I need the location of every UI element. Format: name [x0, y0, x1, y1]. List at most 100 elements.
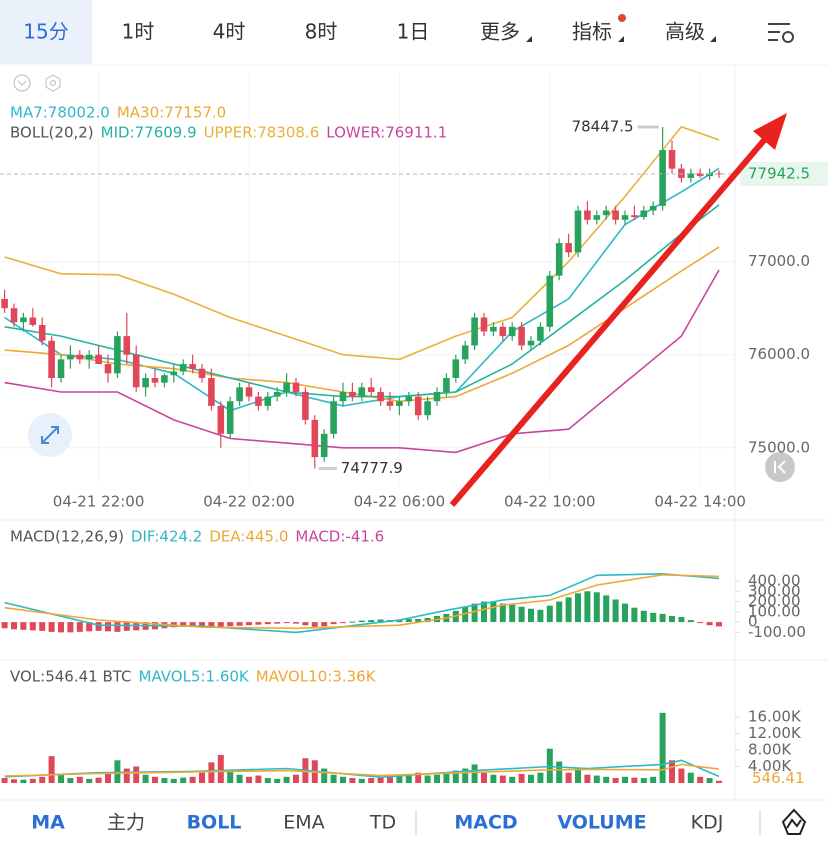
legend-entry: MACD(12,26,9) [10, 528, 124, 546]
bar [556, 761, 563, 783]
bar [1, 622, 8, 629]
bar [340, 776, 346, 783]
bar [396, 775, 403, 783]
y-tick-label: 100.00 [748, 602, 801, 620]
bar [133, 766, 140, 783]
bar [349, 778, 356, 783]
tab[interactable]: 更多 [480, 20, 520, 44]
bar [255, 622, 262, 625]
indicator-tab[interactable]: KDJ [691, 812, 724, 834]
indicator-tab[interactable]: BOLL [187, 812, 242, 834]
bar [227, 622, 234, 627]
bar [86, 622, 93, 632]
bar [593, 592, 600, 623]
indicator-line [4, 763, 720, 777]
tab[interactable]: 指标 [572, 20, 612, 44]
indicator-line [4, 572, 720, 634]
tab[interactable]: 1时 [122, 20, 155, 44]
tab[interactable]: 4时 [213, 20, 246, 44]
bar [48, 756, 55, 783]
tab[interactable]: 1日 [397, 20, 430, 44]
bar [58, 774, 64, 783]
draw-tool-icon[interactable] [781, 808, 807, 835]
settings-icon[interactable] [45, 74, 61, 92]
bar [321, 768, 328, 783]
bar [584, 774, 591, 783]
bar [311, 622, 318, 627]
y-tick-label: 12.00K [748, 724, 802, 742]
candle-body [226, 401, 234, 434]
indicator-tab[interactable]: TD [369, 812, 396, 834]
candle-body [499, 326, 507, 337]
bar [67, 622, 74, 633]
candle-body [424, 401, 431, 416]
bar [180, 777, 187, 783]
indicator-tab[interactable]: VOLUME [557, 812, 646, 834]
bar [11, 779, 17, 783]
indicator-tab[interactable]: MA [31, 812, 65, 834]
bar [612, 599, 619, 623]
settings-icon[interactable] [768, 23, 794, 43]
candle-body [255, 396, 262, 406]
bar [556, 601, 563, 623]
bar [20, 622, 27, 630]
bar [11, 622, 17, 630]
tab[interactable]: 8时 [305, 20, 338, 44]
bar [640, 778, 647, 783]
y-tick-label: 300.00 [748, 582, 801, 600]
candle-body [386, 401, 394, 406]
bar [575, 593, 581, 623]
candle-body [696, 173, 704, 177]
candle-body [471, 317, 478, 346]
candle-body [57, 359, 65, 378]
bar [697, 622, 704, 624]
bar [39, 776, 46, 783]
indicator-tab[interactable]: MACD [454, 812, 517, 834]
bar [227, 770, 234, 783]
bar [283, 776, 290, 783]
y-tick-label: 200.00 [748, 592, 801, 610]
bar [528, 608, 534, 623]
candle-body [320, 433, 328, 458]
candle-body [264, 396, 272, 406]
bar [142, 774, 149, 783]
indicator-tab[interactable]: EMA [283, 812, 324, 834]
candle-body [687, 173, 695, 178]
candle-body [85, 354, 93, 360]
tab[interactable]: 高级 [665, 20, 705, 44]
indicator-tab[interactable]: 主力 [107, 812, 145, 834]
candle-body [1, 298, 8, 309]
y-tick-label: 75000.0 [748, 438, 810, 456]
bar [189, 776, 196, 783]
tab[interactable]: 15分 [23, 20, 68, 44]
bar [199, 622, 205, 626]
bar [622, 603, 628, 623]
y-tick-label: 76000.0 [748, 345, 810, 363]
bar [640, 610, 647, 623]
candle-body [330, 401, 337, 434]
bar [509, 776, 516, 783]
bar [603, 595, 610, 623]
collapse-icon [17, 80, 27, 86]
last-volume-label: 546.41 [752, 769, 805, 787]
candle-body [414, 396, 422, 416]
bar [161, 778, 168, 783]
candle-body [29, 317, 37, 325]
bar [58, 622, 64, 633]
bar [565, 772, 572, 783]
bar [706, 778, 713, 783]
collapse-icon[interactable] [13, 74, 31, 92]
bar [377, 777, 384, 783]
candle-body [67, 354, 74, 360]
candle-body [170, 371, 178, 376]
chart-area: 75000.0 76000.0 77000.0 04-21 22:00 04-22 02… [0, 70, 828, 787]
bar [546, 605, 553, 623]
bar [565, 597, 572, 623]
bar [443, 772, 450, 783]
scroll-latest-icon [774, 460, 786, 474]
bar [76, 622, 83, 632]
candle-body [151, 377, 159, 383]
candle-body [706, 173, 713, 177]
bar [678, 616, 685, 623]
bar [48, 622, 55, 632]
